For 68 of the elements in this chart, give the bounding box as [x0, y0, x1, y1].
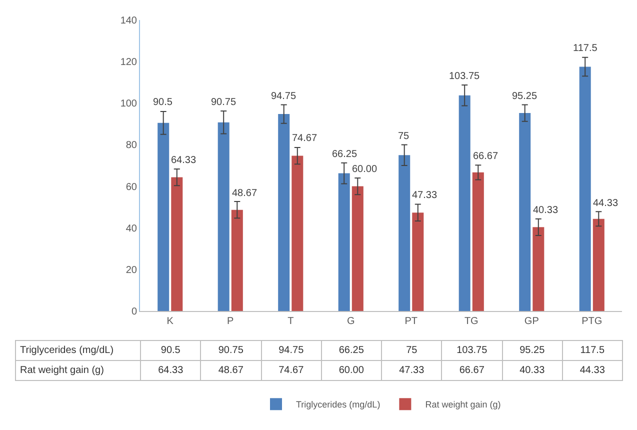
y-tick-label: 60 — [126, 182, 138, 193]
x-tick-label: PT — [404, 316, 418, 327]
y-tick-label: 120 — [120, 57, 138, 68]
y-tick-label: 80 — [126, 140, 138, 152]
text: 103.75 — [449, 71, 480, 82]
text: 64.33 — [171, 155, 196, 166]
bar — [218, 122, 230, 311]
x-tick-label: GP — [524, 316, 540, 327]
bar — [158, 122, 170, 311]
bar — [231, 210, 243, 311]
data-label: 66.67 — [442, 360, 502, 380]
data-label: 60.00 — [321, 360, 382, 380]
data-label: 103.75 — [442, 340, 502, 360]
legend-label: Rat weight gain (g) — [425, 400, 501, 410]
bar — [519, 113, 531, 311]
text: 74.67 — [292, 133, 318, 144]
data-label: 47.33 — [382, 360, 442, 380]
text: 40.33 — [533, 205, 558, 216]
data-label: 90.5 — [140, 340, 201, 360]
data-label: 75 — [382, 340, 442, 360]
bar — [398, 155, 410, 311]
text: 60.00 — [352, 164, 378, 175]
bar — [532, 227, 544, 311]
y-tick-label: 40 — [126, 223, 138, 234]
bar — [292, 156, 304, 311]
text: 90.75 — [211, 97, 236, 108]
data-label: 44.33 — [562, 360, 622, 380]
x-tick-label: PTG — [582, 316, 602, 327]
text: 95.25 — [512, 91, 538, 102]
x-tick-label: G — [346, 316, 355, 327]
legend-label: Triglycerides (mg/dL) — [296, 400, 380, 410]
bar — [171, 177, 183, 311]
text: 47.33 — [412, 190, 438, 201]
data-label: 40.33 — [502, 360, 562, 380]
bar — [412, 212, 424, 311]
text: 44.33 — [593, 198, 618, 209]
text: 117.5 — [573, 43, 598, 54]
bar — [472, 172, 484, 311]
y-tick-label: 20 — [126, 264, 138, 276]
bar — [278, 114, 290, 311]
data-label: 95.25 — [502, 340, 562, 360]
bar — [352, 186, 364, 311]
y-tick-label: 140 — [120, 16, 138, 26]
bar — [592, 218, 604, 311]
text: 94.75 — [271, 91, 296, 102]
data-label: 66.25 — [321, 340, 382, 360]
text: 66.67 — [473, 151, 498, 162]
y-tick-label: 0 — [131, 306, 138, 318]
data-label: 117.5 — [562, 340, 622, 360]
bar — [579, 66, 591, 311]
data-label: 74.67 — [261, 360, 322, 380]
bar — [338, 173, 350, 311]
text: Rat weight gain (g) — [20, 365, 104, 376]
x-tick-label: T — [288, 316, 294, 327]
text: Triglycerides (mg/dL) — [20, 345, 114, 356]
text: 75 — [398, 131, 410, 142]
data-label: 94.75 — [261, 340, 322, 360]
data-label: 90.75 — [200, 340, 261, 360]
bar — [458, 95, 470, 311]
x-tick-label: K — [166, 316, 174, 327]
x-tick-label: P — [227, 316, 234, 327]
x-tick-label: TG — [464, 316, 479, 327]
text: 66.25 — [332, 149, 358, 160]
data-label: 64.33 — [140, 360, 201, 380]
text: 48.67 — [232, 188, 258, 199]
text: 90.5 — [153, 97, 172, 108]
data-label: 48.67 — [200, 360, 261, 380]
y-tick-label: 100 — [120, 98, 138, 110]
